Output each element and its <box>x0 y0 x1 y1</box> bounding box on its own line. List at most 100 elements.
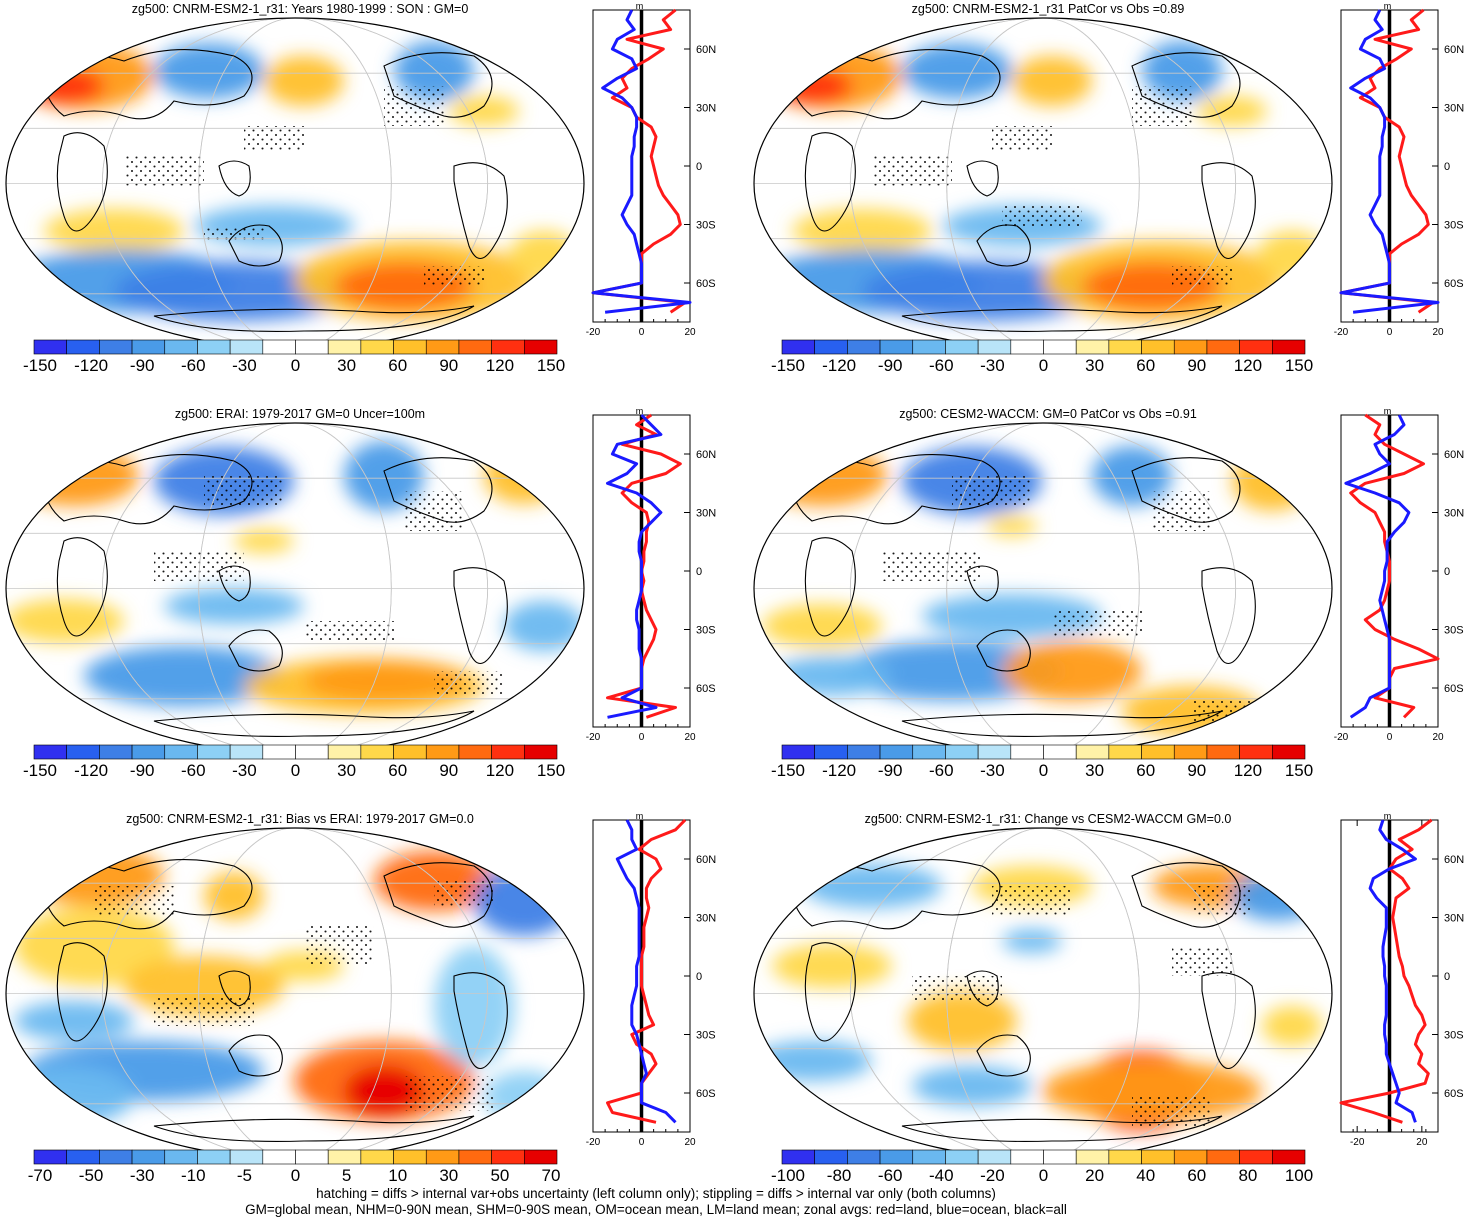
anomaly-blob <box>757 446 887 506</box>
colorbar-segment <box>814 339 848 355</box>
profile-x-tick-label: 0 <box>1387 327 1393 338</box>
profile-units: m <box>1384 1 1392 11</box>
coastline <box>1201 162 1256 260</box>
colorbar-segment <box>814 1149 848 1165</box>
colorbar-segment <box>66 1149 100 1165</box>
panel-title: zg500: CNRM-ESM2-1_r31: Years 1980-1999 … <box>132 2 469 16</box>
colorbar-segment <box>295 339 329 355</box>
colorbar-segment <box>262 1149 296 1165</box>
stipple-region <box>1132 1096 1212 1126</box>
profile-x-tick-label: 20 <box>1432 327 1444 338</box>
colorbar-segment <box>912 744 946 760</box>
profile-land-line <box>606 818 687 1124</box>
colorbar-tick-label: 30 <box>1085 761 1104 780</box>
colorbar-segment <box>425 339 460 355</box>
coastline <box>901 305 1223 332</box>
colorbar-segment <box>1173 339 1208 355</box>
profile-units: m <box>636 406 644 416</box>
panel-2: zg500: CNRM-ESM2-1_r31 PatCor vs Obs =0.… <box>753 1 1464 375</box>
stipple-region <box>882 551 982 581</box>
colorbar-segment <box>945 339 979 355</box>
colorbar-segment <box>977 339 1012 355</box>
colorbar-segment <box>1239 339 1273 355</box>
stipple-region <box>244 126 304 151</box>
colorbar-segment <box>425 1149 460 1165</box>
colorbar-tick-label: 60 <box>388 761 407 780</box>
colorbar-tick-label: 150 <box>537 761 565 780</box>
colorbar-tick-label: -10 <box>181 1166 206 1185</box>
anomaly-blob <box>1002 641 1142 701</box>
anomaly-blob <box>44 209 184 253</box>
anomaly-blob <box>14 1001 134 1041</box>
panel-title: zg500: ERAI: 1979-2017 GM=0 Uncer=100m <box>175 407 425 421</box>
stipple-region <box>154 996 254 1026</box>
profile-y-tick-label: 0 <box>1444 971 1450 983</box>
profile-land-line <box>1339 818 1433 1124</box>
anomaly-blob <box>434 946 514 1066</box>
profile-y-tick-label: 60N <box>1444 449 1464 461</box>
colorbar-segment <box>99 339 133 355</box>
colorbar-segment <box>360 744 394 760</box>
colorbar-tick-label: 60 <box>1136 761 1155 780</box>
colorbar-segment <box>99 744 133 760</box>
profile-ocean-line <box>615 819 677 1124</box>
coastline <box>43 859 253 930</box>
colorbar-tick-label: 0 <box>1039 761 1048 780</box>
colorbar-segment <box>1141 339 1175 355</box>
colorbar-tick-label: -30 <box>232 356 257 375</box>
anomaly-blob <box>762 604 882 648</box>
stipple-region <box>992 126 1052 151</box>
profile-land-line <box>591 8 687 314</box>
colorbar-tick-label: -60 <box>878 1166 903 1185</box>
coastline <box>383 457 493 523</box>
zonal-profile: m -20 0 20 60N 30N 0 30S 60S <box>1334 406 1464 743</box>
colorbar-segment <box>491 339 525 355</box>
anomaly-blob <box>204 872 264 920</box>
colorbar-segment <box>1075 339 1110 355</box>
profile-y-tick-label: 30S <box>696 220 716 232</box>
colorbar-segment <box>164 339 198 355</box>
colorbar-tick-label: -60 <box>929 356 954 375</box>
colorbar-tick-label: 0 <box>291 1166 300 1185</box>
profile-units: m <box>636 1 644 11</box>
anomaly-blob <box>484 1071 564 1121</box>
colorbar-tick-label: 30 <box>337 356 356 375</box>
colorbar-segment <box>458 744 492 760</box>
coastline <box>1131 52 1241 118</box>
colorbar-tick-label: 120 <box>1234 761 1262 780</box>
colorbar-segment <box>458 1149 492 1165</box>
profile-x-tick-label: -20 <box>586 1137 601 1148</box>
colorbar-tick-label: 150 <box>1285 761 1313 780</box>
colorbar-tick-label: -40 <box>929 1166 954 1185</box>
profile-y-tick-label: 30N <box>1444 913 1464 925</box>
coastline <box>804 942 856 1042</box>
colorbar-tick-label: 150 <box>1285 356 1313 375</box>
stipple-region <box>424 266 484 286</box>
colorbar-tick-label: -150 <box>771 356 805 375</box>
anomaly-blob <box>114 261 354 321</box>
colorbar: -150 -120 -90 -60 -30 0 30 60 90 120 150 <box>23 339 565 375</box>
profile-y-tick-label: 60N <box>696 44 716 56</box>
profile-y-tick-label: 60S <box>1444 278 1464 290</box>
colorbar-segment <box>393 339 427 355</box>
profile-units: m <box>636 811 644 821</box>
colorbar-segment <box>229 744 264 760</box>
coastline <box>791 49 1001 120</box>
colorbar-segment <box>847 1149 881 1165</box>
stipple-region <box>384 86 444 126</box>
panel-5: zg500: CNRM-ESM2-1_r31: Bias vs ERAI: 19… <box>5 811 716 1185</box>
anomaly-blob <box>504 601 584 651</box>
profile-y-tick-label: 30S <box>1444 220 1464 232</box>
colorbar-segment <box>1108 744 1142 760</box>
coastline <box>1201 972 1256 1070</box>
colorbar-segment <box>1173 1149 1208 1165</box>
colorbar-tick-label: -90 <box>878 761 903 780</box>
colorbar-tick-label: -30 <box>980 356 1005 375</box>
colorbar-segment <box>814 744 848 760</box>
colorbar-segment <box>977 1149 1012 1165</box>
colorbar-segment <box>229 1149 264 1165</box>
map <box>753 17 1333 350</box>
colorbar-tick-label: 100 <box>1285 1166 1313 1185</box>
colorbar: -100 -80 -60 -40 -20 0 20 40 60 80 100 <box>771 1149 1313 1185</box>
